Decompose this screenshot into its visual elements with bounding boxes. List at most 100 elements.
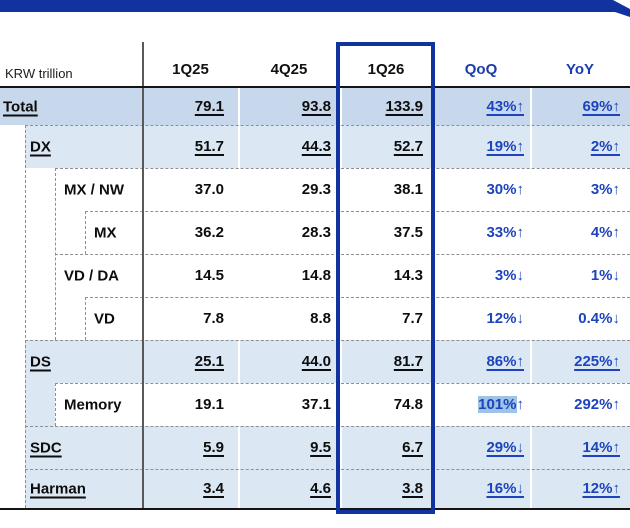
table-row: VD / DA 14.5 14.8 14.3 3%↓ 1%↓: [0, 254, 630, 297]
value-text: 14.3: [393, 267, 423, 284]
value-text: 6.7: [402, 439, 423, 456]
up-arrow-icon: ↑: [612, 98, 621, 115]
col-header-1q26: 1Q26: [367, 61, 405, 78]
dashed-line: [25, 469, 630, 470]
qoq-change: 19%↑: [486, 138, 524, 155]
value-text: 44.0: [301, 353, 331, 370]
up-arrow-icon: ↑: [612, 396, 621, 413]
qoq-value: 101%: [478, 396, 517, 413]
yoy-value: 3%: [590, 181, 613, 198]
table-row: SDC 5.9 9.5 6.7 29%↓ 14%↑: [0, 426, 630, 469]
row-label-cell: DX: [0, 125, 143, 168]
value-cell-4q25: 44.3: [238, 125, 340, 168]
value-text: 9.5: [310, 439, 331, 456]
up-arrow-icon: ↑: [516, 396, 525, 413]
yoy-cell: 3%↑: [530, 168, 630, 211]
value-text: 5.9: [203, 439, 224, 456]
yoy-change: 3%↑: [591, 181, 620, 198]
up-arrow-icon: ↑: [516, 138, 525, 155]
value-text: 3.4: [203, 480, 224, 497]
dashed-guide: [85, 297, 86, 340]
top-banner-shape: [0, 0, 630, 17]
yoy-cell: 14%↑: [530, 426, 630, 469]
qoq-cell: 30%↑: [432, 168, 530, 211]
qoq-change: 86%↑: [486, 353, 524, 370]
row-label-cell: Harman: [0, 469, 143, 508]
value-text: 79.1: [194, 98, 224, 115]
value-cell-1q26: 14.3: [340, 254, 432, 297]
table-row: Memory 19.1 37.1 74.8 101%↑ 292%↑: [0, 383, 630, 426]
qoq-value: 3%: [494, 267, 517, 284]
value-cell-1q25: 5.9: [143, 426, 238, 469]
qoq-cell: 12%↓: [432, 297, 530, 340]
value-cell-4q25: 37.1: [238, 383, 340, 426]
qoq-cell: 3%↓: [432, 254, 530, 297]
value-text: 3.8: [402, 480, 423, 497]
dashed-guide: [85, 211, 86, 254]
yoy-cell: 2%↑: [530, 125, 630, 168]
dashed-line: [55, 383, 630, 384]
yoy-change: 1%↓: [591, 267, 620, 284]
yoy-cell: 225%↑: [530, 340, 630, 383]
yoy-change: 225%↑: [574, 353, 620, 370]
value-text: 37.5: [393, 224, 423, 241]
dashed-line: [85, 211, 630, 212]
table-row: MX 36.2 28.3 37.5 33%↑ 4%↑: [0, 211, 630, 254]
value-cell-1q26: 74.8: [340, 383, 432, 426]
value-cell-4q25: 93.8: [238, 88, 340, 125]
table-bottom-border: [0, 508, 630, 510]
value-cell-1q26: 38.1: [340, 168, 432, 211]
value-text: 4.6: [310, 480, 331, 497]
value-text: 37.0: [194, 181, 224, 198]
col-header-yoy: YoY: [565, 61, 595, 78]
up-arrow-icon: ↑: [516, 181, 525, 198]
value-text: 74.8: [393, 396, 423, 413]
qoq-value: 30%: [486, 181, 517, 198]
value-text: 7.8: [203, 310, 224, 327]
value-cell-1q26: 81.7: [340, 340, 432, 383]
value-text: 37.1: [301, 396, 331, 413]
value-text: 81.7: [393, 353, 423, 370]
qoq-cell: 86%↑: [432, 340, 530, 383]
qoq-change: 12%↓: [486, 310, 524, 327]
value-cell-4q25: 9.5: [238, 426, 340, 469]
dashed-line: [85, 297, 630, 298]
table-row: Total 79.1 93.8 133.9 43%↑ 69%↑: [0, 88, 630, 125]
row-label-cell: Total: [0, 88, 143, 125]
qoq-cell: 29%↓: [432, 426, 530, 469]
value-text: 14.8: [301, 267, 331, 284]
yoy-cell: 1%↓: [530, 254, 630, 297]
row-label: DS: [30, 353, 51, 370]
down-arrow-icon: ↓: [516, 439, 525, 456]
value-cell-1q26: 52.7: [340, 125, 432, 168]
down-arrow-icon: ↓: [516, 480, 525, 497]
col-header-4q25: 4Q25: [270, 61, 308, 78]
value-cell-1q26: 6.7: [340, 426, 432, 469]
row-label-cell: VD / DA: [0, 254, 143, 297]
row-label: MX / NW: [64, 181, 124, 198]
qoq-value: 16%: [486, 480, 517, 497]
dashed-line: [25, 340, 630, 341]
qoq-cell: 43%↑: [432, 88, 530, 125]
yoy-cell: 4%↑: [530, 211, 630, 254]
value-cell-4q25: 44.0: [238, 340, 340, 383]
row-label-cell: Memory: [0, 383, 143, 426]
yoy-cell: 292%↑: [530, 383, 630, 426]
col-header-qoq: QoQ: [464, 61, 498, 78]
row-label: VD: [94, 310, 115, 327]
value-text: 28.3: [301, 224, 331, 241]
yoy-value: 0.4%: [578, 310, 613, 327]
yoy-value: 292%: [574, 396, 613, 413]
header-underline: [0, 86, 630, 88]
value-cell-1q25: 79.1: [143, 88, 238, 125]
value-text: 19.1: [194, 396, 224, 413]
value-text: 7.7: [402, 310, 423, 327]
label-column-divider: [142, 42, 144, 508]
down-arrow-icon: ↓: [516, 310, 525, 327]
value-text: 93.8: [301, 98, 331, 115]
up-arrow-icon: ↑: [612, 353, 621, 370]
up-arrow-icon: ↑: [516, 224, 525, 241]
yoy-value: 225%: [574, 353, 613, 370]
value-text: 25.1: [194, 353, 224, 370]
